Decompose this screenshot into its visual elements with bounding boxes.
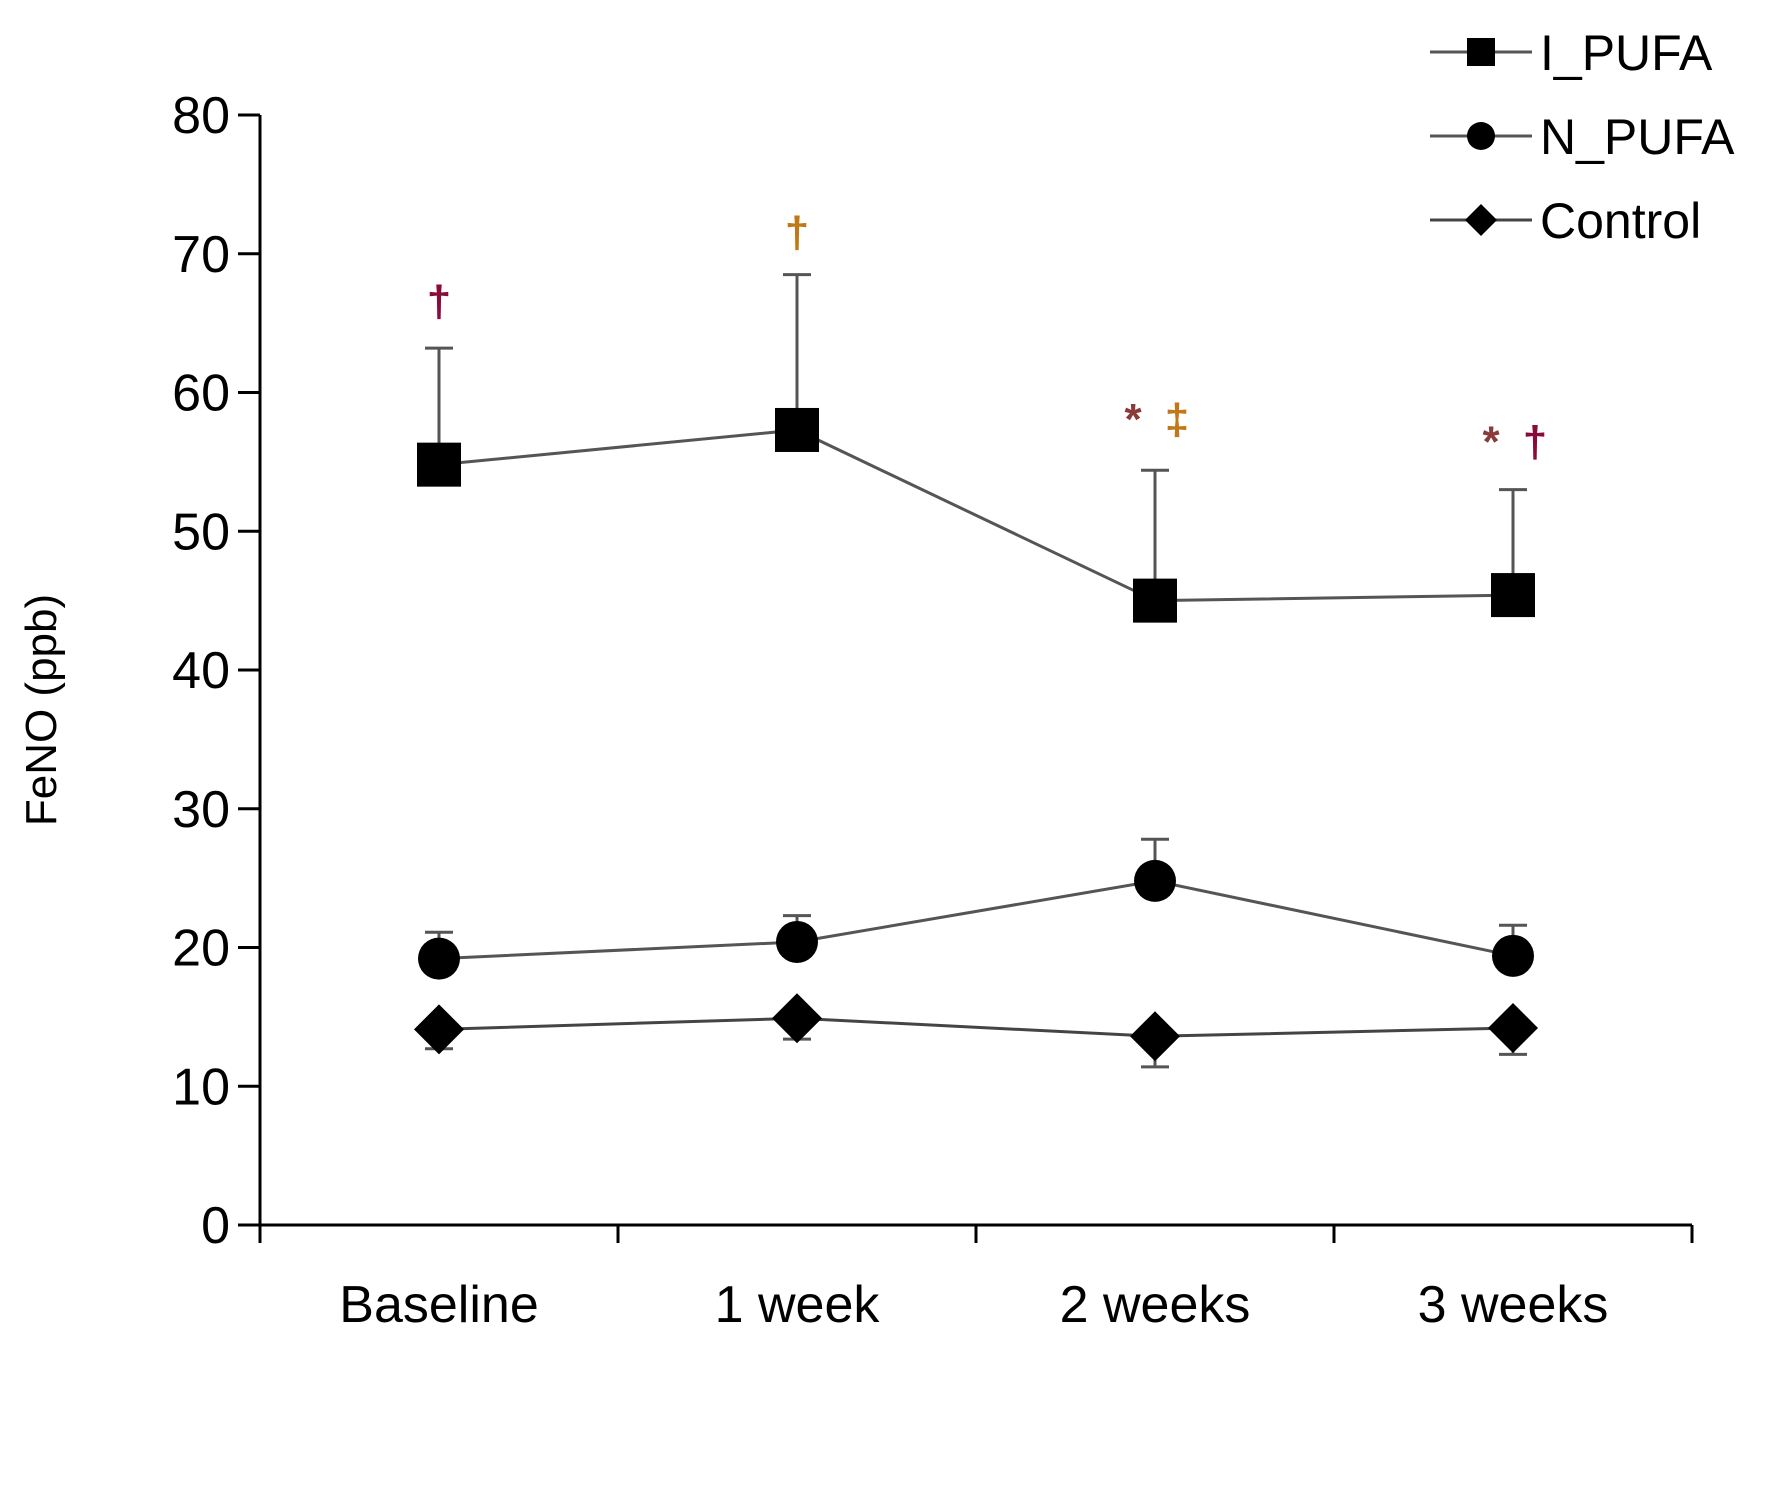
error-bars [425,273,1527,1069]
control-line [438,1016,1514,1038]
legend-marker-i-pufa [1467,38,1495,66]
significance-annotations: † † * ‡ * † [427,208,1547,467]
i-pufa-line [438,428,1514,603]
square-marker [775,407,819,452]
y-tick-label: 0 [201,1197,230,1255]
axes [258,115,1692,1227]
circle-marker [418,937,460,980]
significance-mark: * [1482,417,1500,466]
circle-marker [1134,859,1176,902]
y-axis-ticks: 0 10 20 30 40 50 60 70 80 [172,87,260,1255]
x-tick-label: 2 weeks [1060,1276,1251,1334]
legend-marker-control [1465,204,1497,236]
legend-marker-n-pufa [1467,122,1495,150]
y-tick-label: 20 [172,920,230,978]
circle-marker [1492,934,1534,977]
square-marker [1133,578,1177,623]
significance-mark: ‡ [1165,395,1189,444]
y-axis-label: FeNO (ppb) [17,594,66,826]
series-markers [414,407,1538,1062]
diamond-marker [414,1004,464,1055]
n-pufa-line [438,879,1514,961]
x-tick-label: 3 weeks [1418,1276,1609,1334]
series-lines [438,428,1514,1038]
y-tick-label: 80 [172,87,230,145]
significance-mark: † [785,208,809,257]
square-marker [417,442,461,487]
y-tick-label: 70 [172,226,230,284]
x-tick-label: 1 week [715,1276,881,1334]
legend-label-i-pufa: I_PUFA [1540,25,1713,81]
diamond-marker [1130,1011,1180,1062]
square-marker [1491,573,1535,618]
y-tick-label: 10 [172,1058,230,1116]
diamond-marker [772,993,822,1044]
significance-mark: * [1124,395,1142,444]
y-tick-label: 30 [172,781,230,839]
circle-marker [776,920,818,963]
y-tick-label: 40 [172,642,230,700]
y-tick-label: 60 [172,365,230,423]
significance-mark: † [1523,417,1547,466]
legend-label-control: Control [1540,193,1701,249]
legend-label-n-pufa: N_PUFA [1540,109,1735,165]
legend: I_PUFA N_PUFA Control [1430,25,1735,249]
x-axis-ticks: Baseline 1 week 2 weeks 3 weeks [258,1225,1694,1334]
significance-mark: † [427,277,451,326]
x-tick-label: Baseline [339,1276,538,1334]
y-tick-label: 50 [172,503,230,561]
diamond-marker [1488,1002,1538,1053]
